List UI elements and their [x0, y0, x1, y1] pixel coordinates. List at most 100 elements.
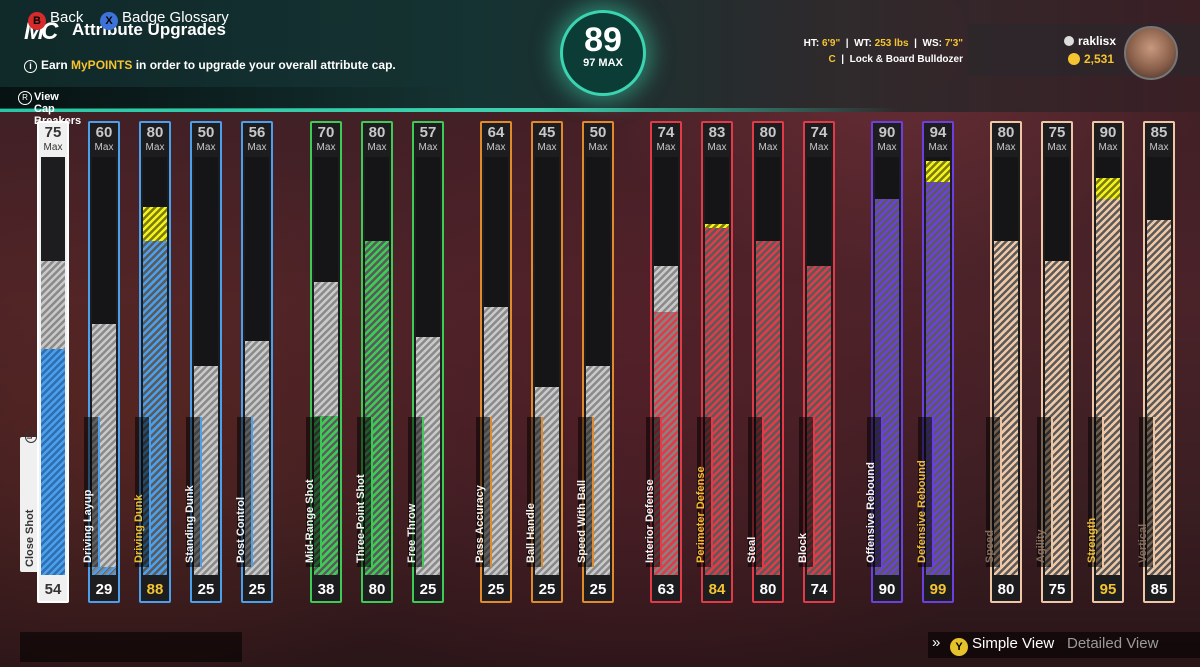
attribute-bar[interactable]: 90 Max 90 Offensive Rebound: [865, 121, 903, 603]
subtitle-prefix: Earn: [41, 58, 72, 72]
attribute-bar[interactable]: 83 Max 84 Perimeter Defense: [695, 121, 733, 603]
attribute-cap: 70: [317, 124, 335, 141]
attribute-label-tab: Free Throw: [406, 417, 424, 567]
attribute-name: Perimeter Defense: [695, 466, 707, 563]
attribute-label-tab: Offensive Rebound: [865, 417, 883, 567]
attribute-cap: 50: [197, 124, 215, 141]
attribute-bar[interactable]: 90 Max 95 Strength: [1086, 121, 1124, 603]
attribute-name: Standing Dunk: [184, 485, 196, 563]
detailed-view-button[interactable]: Detailed View: [1067, 635, 1159, 652]
attribute-current: 74: [810, 581, 828, 598]
attribute-label-tab: Mid-Range Shot: [304, 417, 322, 567]
badge-glossary-label: Badge Glossary: [122, 9, 229, 26]
badge-glossary-button[interactable]: X Badge Glossary: [100, 4, 229, 32]
attribute-name: Speed: [984, 529, 996, 563]
attribute-cap: 80: [759, 124, 777, 141]
attribute-current: 99: [929, 581, 947, 598]
attribute-bar[interactable]: 75 Max 54: [37, 121, 69, 603]
attribute-cap: 50: [589, 124, 607, 141]
attribute-bar[interactable]: 74 Max 74 Block: [797, 121, 835, 603]
footer-right-panel: [928, 632, 1200, 658]
attribute-current: 25: [419, 581, 437, 598]
attribute-name: Steal: [746, 536, 758, 563]
cap-max-label: Max: [707, 142, 727, 153]
page-subtitle: i Earn MyPOINTS in order to upgrade your …: [24, 58, 396, 73]
attribute-current: 25: [248, 581, 266, 598]
attribute-cap: 90: [1099, 124, 1117, 141]
attribute-bar[interactable]: 85 Max 85 Vertical: [1137, 121, 1175, 603]
attribute-bar[interactable]: 56 Max 25 Post Control: [235, 121, 273, 603]
attribute-bar[interactable]: 80 Max 80 Steal: [746, 121, 784, 603]
cap-max-label: Max: [367, 142, 387, 153]
attribute-cap: 83: [708, 124, 726, 141]
attribute-label-tab: Block: [797, 417, 815, 567]
attribute-bar[interactable]: 80 Max 80 Three-Point Shot: [355, 121, 393, 603]
weight-value: 253 lbs: [874, 38, 909, 49]
attribute-current: 80: [368, 581, 386, 598]
gamertag-text: raklisx: [1078, 34, 1117, 48]
attribute-bar[interactable]: 45 Max 25 Ball Handle: [525, 121, 563, 603]
cap-max-label: Max: [588, 142, 608, 153]
view-cap-breakers-button[interactable]: R View Cap Breakers: [0, 87, 470, 127]
cap-max-label: Max: [145, 142, 165, 153]
attribute-bar[interactable]: 80 Max 80 Speed: [984, 121, 1022, 603]
attribute-name: Mid-Range Shot: [304, 479, 316, 563]
attribute-name: Pass Accuracy: [474, 485, 486, 563]
attribute-bar[interactable]: 94 Max 99 Defensive Rebound: [916, 121, 954, 603]
cap-max-label: Max: [43, 142, 63, 153]
attribute-cap: 80: [146, 124, 164, 141]
attribute-current: 85: [1150, 581, 1168, 598]
attribute-current: 95: [1099, 581, 1117, 598]
attribute-current: 25: [197, 581, 215, 598]
attribute-track: [41, 157, 65, 575]
cap-max-label: Max: [316, 142, 336, 153]
attribute-current: 25: [589, 581, 607, 598]
b-button-icon: B: [28, 12, 46, 30]
attribute-bar[interactable]: 57 Max 25 Free Throw: [406, 121, 444, 603]
attribute-track: [365, 157, 389, 575]
attribute-label-tab: Three-Point Shot: [355, 417, 373, 567]
overall-rating-badge: 89 97 MAX: [560, 10, 646, 96]
attribute-label-tab: Ball Handle: [525, 417, 543, 567]
attribute-bar[interactable]: 50 Max 25 Standing Dunk: [184, 121, 222, 603]
attribute-label-tab: Speed: [984, 417, 1002, 567]
attribute-current: 84: [708, 581, 726, 598]
vc-balance: 2,531: [1068, 52, 1114, 66]
attribute-bar[interactable]: 75 Max 75 Agility: [1035, 121, 1073, 603]
cap-max-label: Max: [758, 142, 778, 153]
cap-max-label: Max: [656, 142, 676, 153]
back-button[interactable]: B Back: [28, 4, 83, 32]
attribute-bar[interactable]: 64 Max 25 Pass Accuracy: [474, 121, 512, 603]
subtitle-suffix: in order to upgrade your overall attribu…: [132, 58, 396, 72]
attribute-current: 75: [1048, 581, 1066, 598]
simple-view-button[interactable]: Y Simple View: [950, 630, 1054, 658]
cap-max-label: Max: [94, 142, 114, 153]
attribute-track: [1096, 157, 1120, 575]
position-value: C: [828, 54, 836, 65]
attribute-bar[interactable]: 70 Max 38 Mid-Range Shot: [304, 121, 342, 603]
attribute-cap: 94: [929, 124, 947, 141]
attribute-bar[interactable]: 80 Max 88 Driving Dunk: [133, 121, 171, 603]
attribute-current: 25: [538, 581, 556, 598]
cap-max-label: Max: [418, 142, 438, 153]
attribute-cap: 90: [878, 124, 896, 141]
attribute-name: Strength: [1086, 517, 1098, 563]
vc-amount: 2,531: [1084, 52, 1115, 66]
attribute-bar[interactable]: 74 Max 63 Interior Defense: [644, 121, 682, 603]
wingspan-label: WS:: [922, 38, 942, 49]
attribute-bar[interactable]: 50 Max 25 Speed With Ball: [576, 121, 614, 603]
attribute-name: Interior Defense: [644, 479, 656, 563]
attribute-name: Free Throw: [406, 503, 418, 563]
attribute-name: Driving Dunk: [133, 494, 145, 563]
close-shot-label-tab: L Close Shot: [20, 431, 42, 572]
attribute-name: Vertical: [1137, 523, 1149, 563]
attribute-name: Three-Point Shot: [355, 474, 367, 563]
attribute-bar[interactable]: 60 Max 29 Driving Layup: [82, 121, 120, 603]
attribute-current: 25: [487, 581, 505, 598]
cap-max-label: Max: [486, 142, 506, 153]
wingspan-value: 7'3": [944, 38, 963, 49]
attribute-label-tab: Interior Defense: [644, 417, 662, 567]
cap-max-label: Max: [247, 142, 267, 153]
attribute-label-tab: Pass Accuracy: [474, 417, 492, 567]
attribute-cap: 64: [487, 124, 505, 141]
